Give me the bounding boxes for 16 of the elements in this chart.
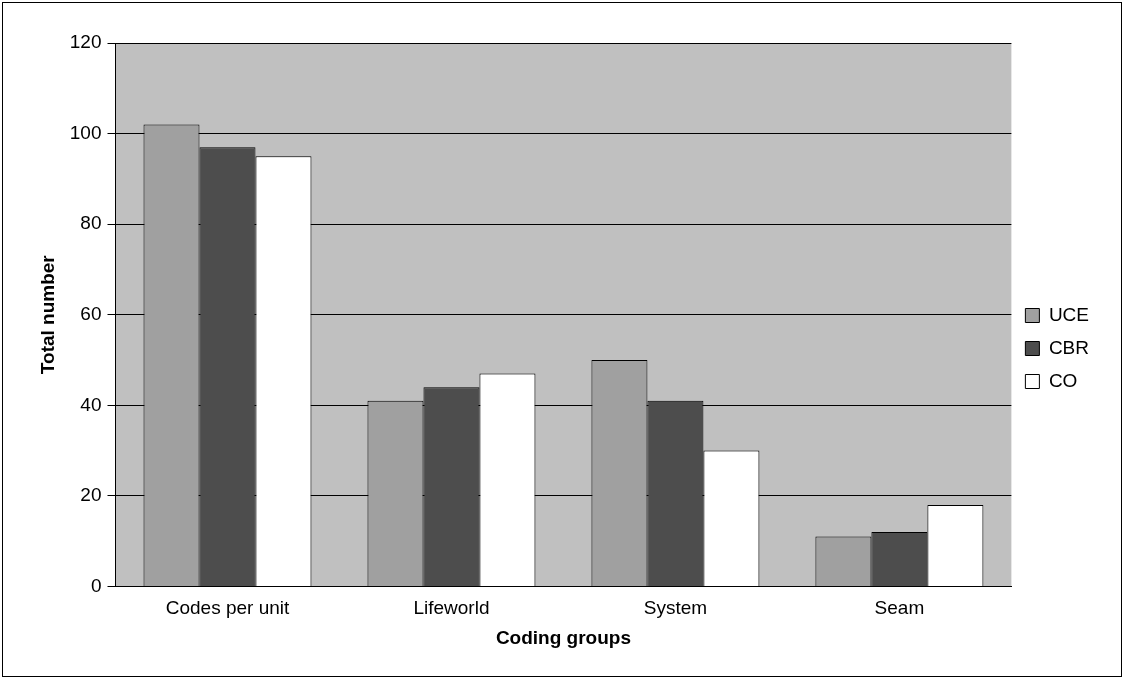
y-tick-label: 40: [80, 393, 102, 415]
y-tick-label: 80: [80, 212, 102, 234]
x-tick-label: Lifeworld: [413, 597, 490, 619]
x-tick-label: Codes per unit: [165, 597, 290, 619]
y-tick-label: 60: [80, 302, 102, 324]
y-axis-title: Total number: [36, 254, 58, 375]
x-axis-title: Coding groups: [495, 626, 631, 648]
y-tick-label: 100: [69, 121, 102, 143]
x-tick-label: System: [643, 597, 708, 619]
y-tick-label: 120: [69, 31, 102, 53]
legend-label: UCE: [1048, 303, 1090, 325]
y-tick-label: 0: [90, 574, 102, 596]
legend-label: CBR: [1048, 336, 1090, 358]
x-tick-label: Seam: [874, 597, 925, 619]
legend-label: CO: [1048, 369, 1078, 391]
y-tick-label: 20: [80, 484, 102, 506]
